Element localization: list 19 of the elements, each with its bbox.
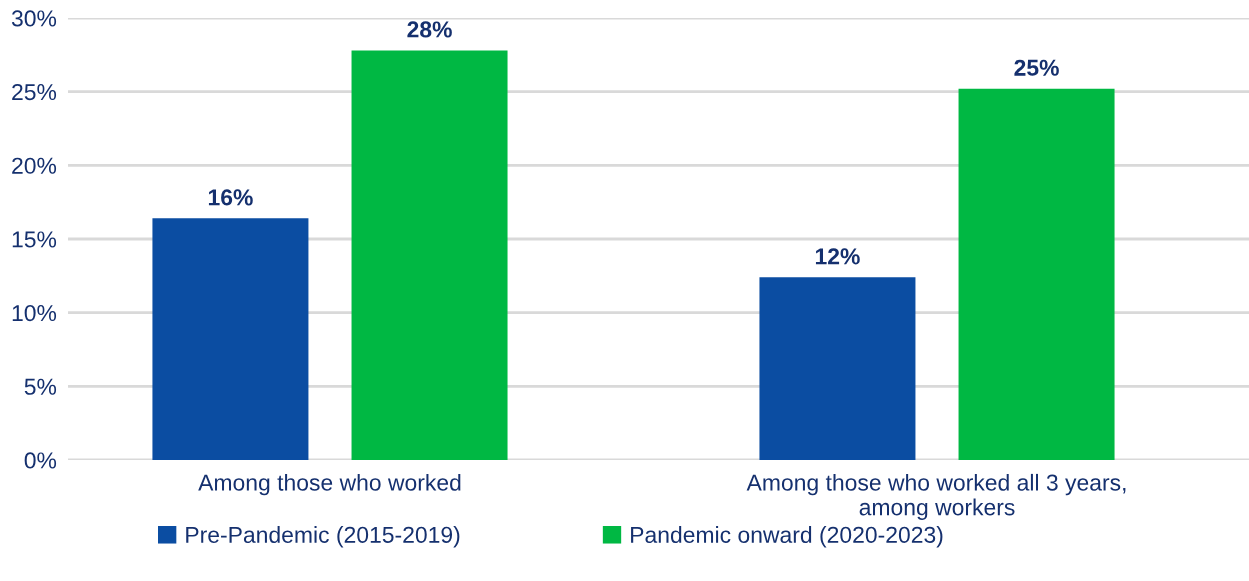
- y-tick-label: 15%: [12, 231, 57, 248]
- bar: [958, 88, 1115, 460]
- y-tick-label: 30%: [11, 10, 57, 27]
- data-label: 28%: [407, 21, 452, 38]
- legend-label: Pre-Pandemic (2015-2019): [186, 526, 460, 548]
- y-tick-label: 25%: [12, 83, 57, 101]
- legend-label: Pandemic onward (2020-2023): [631, 526, 943, 548]
- bar: [152, 218, 309, 460]
- bar: [759, 277, 916, 460]
- bar: [351, 50, 508, 460]
- y-tick-label: 5%: [24, 378, 57, 395]
- y-tick-label: 20%: [12, 157, 57, 174]
- data-label: 12%: [815, 248, 860, 265]
- y-tick-label: 10%: [12, 304, 57, 322]
- y-tick-label: 0%: [24, 452, 57, 469]
- x-tick-label: Among those who worked: [198, 473, 461, 496]
- data-label: 25%: [1014, 59, 1059, 76]
- x-tick-label: Among those who worked all 3 years, among workers: [746, 473, 1126, 520]
- data-label: 16%: [208, 189, 253, 206]
